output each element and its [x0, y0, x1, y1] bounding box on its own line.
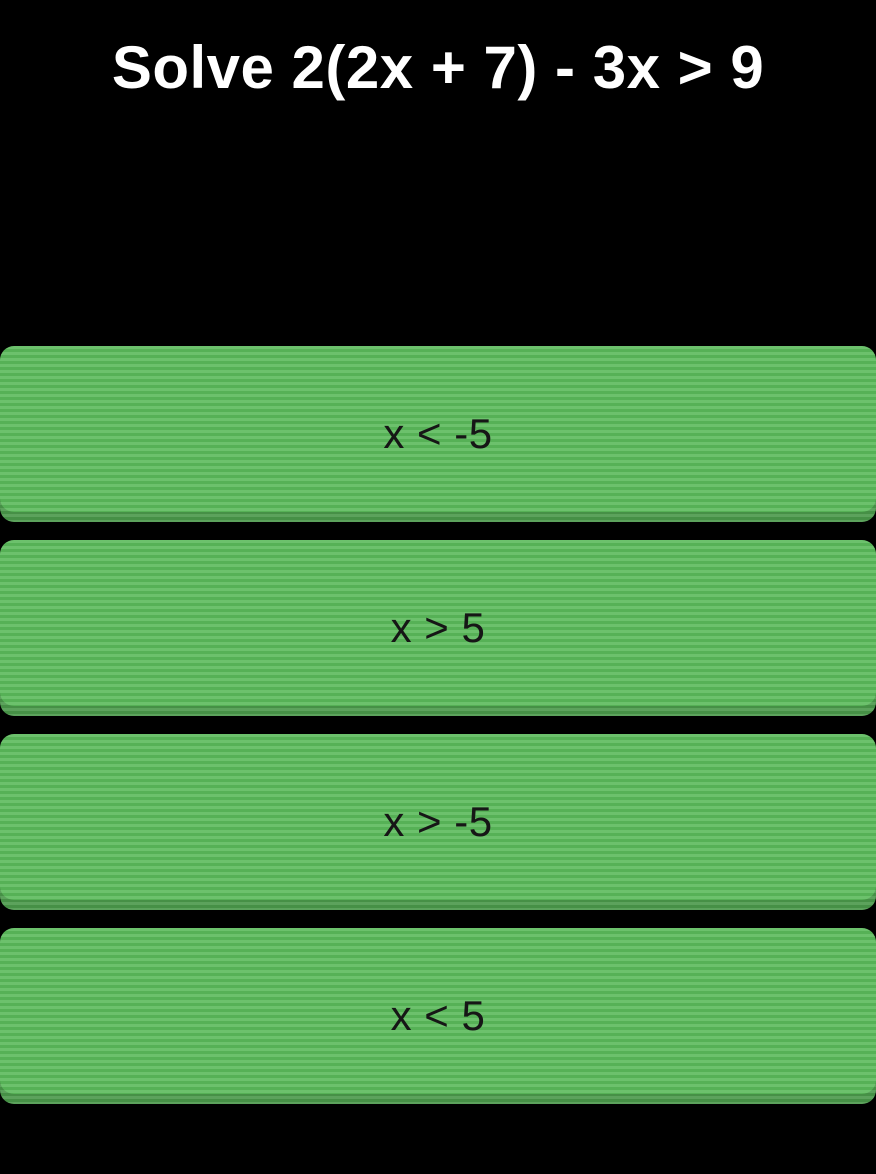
answers-list: x < -5 x > 5 x > -5 x < 5	[0, 346, 876, 1104]
answer-option-3[interactable]: x > -5	[0, 734, 876, 910]
spacer	[0, 116, 876, 346]
answer-label: x < -5	[383, 410, 492, 457]
answer-label: x > -5	[383, 798, 492, 845]
quiz-screen: Solve 2(2x + 7) - 3x > 9 x < -5 x > 5 x …	[0, 0, 876, 1174]
answer-option-1[interactable]: x < -5	[0, 346, 876, 522]
answer-label: x > 5	[391, 604, 486, 651]
answer-label: x < 5	[391, 992, 486, 1039]
question-text: Solve 2(2x + 7) - 3x > 9	[0, 0, 876, 116]
answer-option-2[interactable]: x > 5	[0, 540, 876, 716]
answer-option-4[interactable]: x < 5	[0, 928, 876, 1104]
